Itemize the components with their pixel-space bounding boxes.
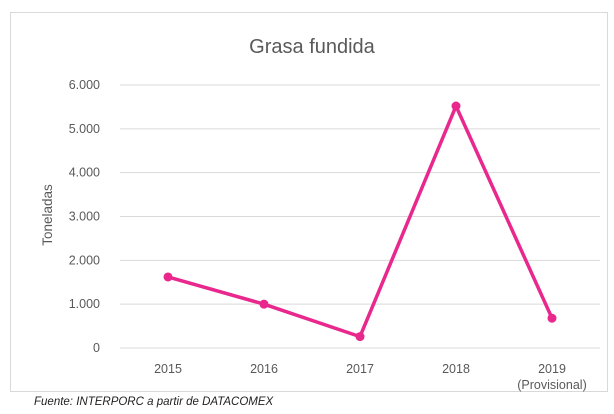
x-tick-sublabel: (Provisional) bbox=[517, 378, 586, 392]
x-tick-label: 2018 bbox=[442, 362, 470, 376]
series-line bbox=[163, 101, 557, 342]
y-tick-label: 4.000 bbox=[69, 166, 100, 180]
data-point bbox=[547, 313, 557, 323]
data-point bbox=[355, 332, 365, 342]
data-point bbox=[259, 299, 269, 309]
x-tick-label: 2016 bbox=[250, 362, 278, 376]
gridlines bbox=[120, 84, 600, 349]
data-point bbox=[163, 272, 173, 282]
chart-title: Grasa fundida bbox=[249, 36, 376, 58]
x-tick-label: 2017 bbox=[346, 362, 374, 376]
y-tick-label: 0 bbox=[93, 341, 100, 355]
y-tick-label: 6.000 bbox=[69, 78, 100, 92]
y-axis-label: Toneladas bbox=[40, 184, 55, 246]
y-tick-label: 5.000 bbox=[69, 122, 100, 136]
x-tick-labels: 2015 2016 2017 2018 2019 (Provisional) bbox=[154, 362, 587, 392]
y-tick-label: 3.000 bbox=[69, 210, 100, 224]
data-point bbox=[451, 101, 461, 111]
series-line-path bbox=[166, 104, 554, 339]
y-tick-label: 1.000 bbox=[69, 297, 100, 311]
chart-frame bbox=[10, 12, 608, 392]
y-tick-labels: 0 1.000 2.000 3.000 4.000 5.000 6.000 bbox=[69, 78, 100, 355]
x-tick-label: 2019 bbox=[538, 362, 566, 376]
source-note: Fuente: INTERPORC a partir de DATACOMEX bbox=[34, 396, 274, 408]
y-tick-label: 2.000 bbox=[69, 253, 100, 267]
x-tick-label: 2015 bbox=[154, 362, 182, 376]
